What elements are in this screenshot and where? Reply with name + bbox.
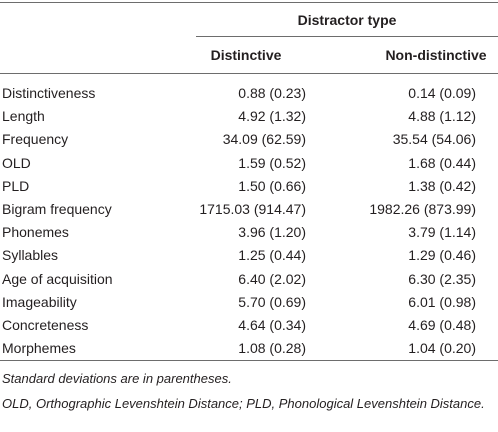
cell-distinctive: 6.40 (2.02)	[238, 270, 306, 287]
footnote: OLD, Orthographic Levenshtein Distance; …	[2, 396, 485, 411]
cell-non-distinctive: 4.88 (1.12)	[408, 108, 476, 125]
cell-non-distinctive: 4.69 (0.48)	[408, 317, 476, 333]
cell-non-distinctive: 1.04 (0.20)	[408, 340, 476, 357]
top-rule	[0, 2, 498, 3]
group-header: Distractor type	[297, 12, 397, 28]
cell-distinctive: 1.25 (0.44)	[238, 247, 306, 264]
row-label: Bigram frequency	[2, 201, 112, 217]
group-rule	[196, 36, 498, 37]
cell-distinctive: 1.08 (0.28)	[238, 340, 306, 357]
cell-distinctive: 1.59 (0.52)	[238, 154, 306, 171]
row-label: Imageability	[2, 293, 77, 310]
cell-distinctive: 4.64 (0.34)	[238, 317, 306, 333]
row-label: Syllables	[2, 247, 59, 264]
row-label: Length	[2, 108, 45, 125]
cell-distinctive: 0.88 (0.23)	[238, 85, 306, 101]
cell-non-distinctive: 6.30 (2.35)	[408, 270, 476, 287]
cell-non-distinctive: 6.01 (0.98)	[408, 293, 476, 310]
column-header: Non-distinctive	[385, 47, 487, 63]
cell-distinctive: 4.92 (1.32)	[238, 108, 306, 125]
cell-non-distinctive: 1.68 (0.44)	[408, 154, 476, 171]
cell-non-distinctive: 1.38 (0.42)	[408, 177, 476, 194]
cell-distinctive: 1.50 (0.66)	[238, 177, 306, 194]
cell-non-distinctive: 1.29 (0.46)	[408, 247, 476, 264]
cell-distinctive: 5.70 (0.69)	[238, 293, 306, 310]
footnote: Standard deviations are in parentheses.	[2, 371, 232, 386]
header-rule	[0, 73, 498, 74]
row-label: PLD	[2, 177, 30, 194]
row-label: Frequency	[2, 131, 69, 148]
cell-non-distinctive: 1982.26 (873.99)	[369, 201, 476, 217]
row-label: Phonemes	[2, 224, 69, 241]
row-label: Distinctiveness	[2, 85, 96, 101]
row-label: Morphemes	[2, 340, 76, 357]
cell-distinctive: 3.96 (1.20)	[238, 224, 306, 241]
cell-distinctive: 1715.03 (914.47)	[199, 201, 306, 217]
row-label: Age of acquisition	[2, 270, 113, 287]
column-header: Distinctive	[210, 47, 282, 63]
cell-non-distinctive: 0.14 (0.09)	[408, 85, 476, 101]
cell-distinctive: 34.09 (62.59)	[222, 131, 306, 148]
bottom-rule	[0, 360, 498, 361]
cell-non-distinctive: 35.54 (54.06)	[392, 131, 476, 148]
row-label: OLD	[2, 154, 31, 171]
cell-non-distinctive: 3.79 (1.14)	[408, 224, 476, 241]
row-label: Concreteness	[2, 317, 89, 333]
